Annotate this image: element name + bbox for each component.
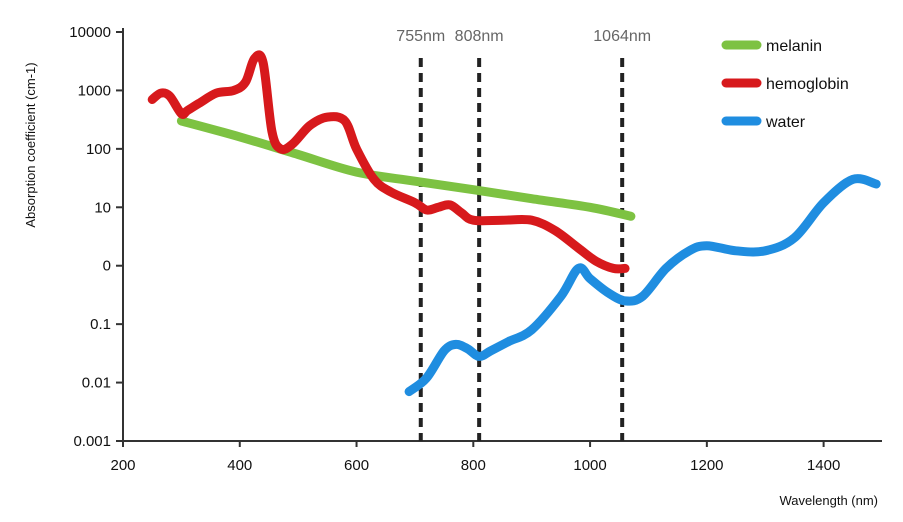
legend-label-melanin: melanin: [766, 38, 822, 55]
x-tick-label: 1000: [573, 457, 606, 474]
series-line-water: [404, 174, 881, 397]
axes: [122, 28, 882, 442]
y-axis-title: Absorption coefficient (cm-1): [23, 62, 38, 227]
y-tick-label: 100: [86, 141, 111, 158]
wavelength-markers: 755nm 808nm 1064nm: [396, 28, 651, 441]
series-line-melanin: [176, 116, 636, 221]
y-tick-label: 0.01: [82, 375, 111, 392]
y-axis-ticks: 0.001 0.01 0.1 0 10 100 1000 10000: [69, 24, 123, 450]
x-axis-title: Wavelength (nm): [780, 493, 879, 508]
series-layer: [147, 50, 881, 397]
y-tick-label: 0: [103, 258, 111, 275]
x-tick-label: 400: [227, 457, 252, 474]
x-tick-label: 800: [461, 457, 486, 474]
y-tick-label: 10: [94, 199, 111, 216]
x-tick-label: 1400: [807, 457, 840, 474]
wavelength-marker-label: 1064nm: [593, 28, 651, 45]
legend: melanin hemoglobin water: [721, 38, 849, 131]
x-tick-label: 600: [344, 457, 369, 474]
wavelength-marker-label: 755nm: [396, 28, 445, 45]
x-axis-ticks: 200 400 600 800 1000 1200 1400: [110, 441, 840, 474]
y-tick-label: 0.1: [90, 316, 111, 333]
y-tick-label: 10000: [69, 24, 111, 41]
y-tick-label: 1000: [78, 82, 111, 99]
y-tick-label: 0.001: [73, 433, 111, 450]
wavelength-marker-label: 808nm: [455, 28, 504, 45]
x-tick-label: 1200: [690, 457, 723, 474]
legend-label-water: water: [765, 114, 806, 131]
legend-label-hemoglobin: hemoglobin: [766, 76, 849, 93]
series-line-hemoglobin: [147, 50, 630, 274]
x-tick-label: 200: [110, 457, 135, 474]
